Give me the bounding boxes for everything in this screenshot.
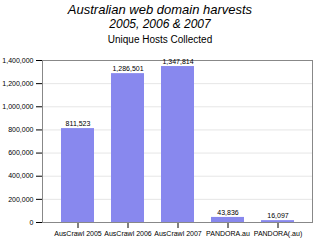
svg-text:400,000: 400,000 [8, 172, 33, 179]
html-text:Unique Hosts Collected: Unique Hosts Collected [107, 34, 213, 45]
svg-text:16,097: 16,097 [267, 212, 289, 219]
html-text:Australian web domain harvests: Australian web domain harvests [67, 2, 253, 17]
svg-text:PANDORA.au: PANDORA.au [206, 230, 250, 237]
svg-text:600,000: 600,000 [8, 149, 33, 156]
svg-text:1,400,000: 1,400,000 [2, 57, 33, 64]
svg-text:800,000: 800,000 [8, 126, 33, 133]
svg-text:200,000: 200,000 [8, 196, 33, 203]
svg-text:811,523: 811,523 [66, 120, 91, 127]
html-text:2005, 2006 & 2007: 2005, 2006 & 2007 [109, 17, 211, 31]
svg-text:1,200,000: 1,200,000 [2, 80, 33, 87]
svg-text:AusCrawl 2007: AusCrawl 2007 [154, 230, 202, 237]
svg-text:1,347,814: 1,347,814 [162, 58, 193, 65]
svg-text:PANDORA(.au): PANDORA(.au) [254, 230, 303, 238]
svg-text:AusCrawl 2005: AusCrawl 2005 [54, 230, 102, 237]
svg-text:1,286,501: 1,286,501 [112, 65, 143, 72]
svg-text:1,000,000: 1,000,000 [2, 103, 33, 110]
svg-text:43,836: 43,836 [217, 209, 239, 216]
svg-text:AusCrawl 2006: AusCrawl 2006 [104, 230, 152, 237]
svg-text:0: 0 [30, 219, 34, 226]
